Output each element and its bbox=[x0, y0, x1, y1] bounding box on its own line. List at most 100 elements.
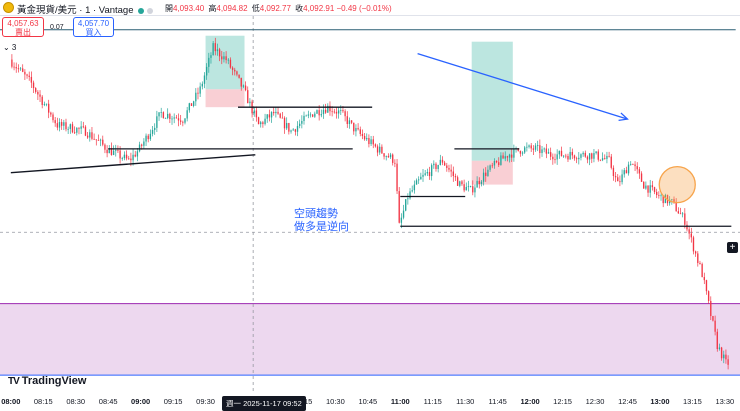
candle bbox=[361, 133, 364, 136]
candle bbox=[409, 191, 411, 199]
candle bbox=[627, 164, 630, 174]
candle bbox=[381, 146, 383, 154]
high-label: 高 bbox=[208, 4, 217, 13]
candle bbox=[24, 71, 26, 75]
price-chart[interactable] bbox=[0, 0, 740, 393]
candle bbox=[147, 135, 149, 140]
candle bbox=[647, 185, 649, 193]
candle bbox=[301, 120, 303, 124]
candle bbox=[234, 69, 236, 72]
candle bbox=[173, 117, 175, 119]
candle bbox=[398, 191, 400, 223]
candle bbox=[99, 139, 102, 141]
candle bbox=[606, 155, 608, 159]
candle bbox=[664, 194, 667, 204]
candle bbox=[190, 103, 193, 106]
candle bbox=[71, 124, 74, 133]
candle bbox=[266, 114, 268, 119]
candle bbox=[465, 186, 467, 191]
candle bbox=[554, 159, 556, 161]
candle bbox=[718, 347, 721, 350]
candle bbox=[52, 114, 54, 121]
candle bbox=[560, 150, 563, 157]
ohlc-values: 開4,093.40 高4,094.82 低4,092.77 收4,092.91 … bbox=[163, 3, 392, 14]
candle bbox=[309, 114, 312, 116]
candle bbox=[305, 115, 307, 117]
candle bbox=[35, 88, 37, 92]
candle bbox=[160, 112, 162, 113]
open-value: 4,093.40 bbox=[173, 4, 205, 13]
candle bbox=[97, 140, 100, 141]
candle bbox=[322, 109, 325, 115]
candle bbox=[164, 118, 167, 119]
candle bbox=[288, 123, 290, 132]
candle bbox=[573, 155, 576, 159]
candle bbox=[255, 110, 258, 118]
candle bbox=[205, 66, 208, 76]
candle bbox=[588, 153, 591, 160]
x-tick-label: 11:30 bbox=[456, 397, 475, 406]
candle bbox=[307, 114, 310, 116]
candle bbox=[723, 354, 725, 359]
x-tick-label: 13:15 bbox=[683, 397, 702, 406]
candle bbox=[448, 167, 450, 170]
candle bbox=[236, 71, 238, 75]
candle bbox=[405, 199, 407, 211]
candle bbox=[58, 122, 61, 128]
x-tick-label: 11:45 bbox=[488, 397, 507, 406]
sell-button[interactable]: 4,057.63 賣出 bbox=[2, 17, 44, 37]
candle bbox=[43, 104, 46, 105]
candle bbox=[82, 126, 84, 128]
long-position-stop-0 bbox=[205, 89, 245, 108]
candle bbox=[314, 113, 316, 117]
candle bbox=[396, 163, 398, 192]
buy-button[interactable]: 4,057.70 買入 bbox=[73, 17, 114, 37]
x-tick-label: 13:00 bbox=[650, 397, 670, 406]
candle bbox=[556, 154, 558, 160]
x-tick-label: 10:30 bbox=[325, 397, 345, 406]
add-alert-plus-icon[interactable]: + bbox=[727, 242, 738, 253]
spread-value: 0.07 bbox=[50, 24, 64, 31]
candle bbox=[283, 117, 286, 129]
long-position-target-1 bbox=[471, 41, 513, 161]
trend-annotation[interactable]: 空頭趨勢 做多是逆向 bbox=[294, 208, 349, 234]
candle bbox=[175, 117, 178, 119]
candle bbox=[270, 111, 273, 118]
candle bbox=[13, 66, 15, 68]
time-axis[interactable]: 08:0008:1508:3008:4509:0009:1509:3009:45… bbox=[0, 393, 740, 411]
candle bbox=[439, 159, 442, 165]
candle bbox=[452, 171, 454, 177]
candle bbox=[169, 113, 171, 120]
candle bbox=[707, 291, 710, 301]
long-position-target-0 bbox=[205, 35, 245, 90]
candle bbox=[182, 121, 184, 123]
candle bbox=[474, 187, 476, 193]
candle bbox=[320, 114, 322, 116]
x-tick-label: 13:30 bbox=[715, 397, 735, 406]
candle bbox=[121, 158, 123, 159]
candle bbox=[480, 181, 483, 185]
candle bbox=[426, 172, 429, 174]
candle bbox=[69, 124, 72, 129]
x-tick-label: 08:00 bbox=[1, 397, 21, 406]
candle bbox=[91, 132, 93, 139]
candle bbox=[500, 155, 502, 165]
candle bbox=[411, 190, 413, 192]
candle bbox=[679, 213, 682, 215]
candle bbox=[697, 253, 699, 263]
tradingview-logo[interactable]: TV TradingView bbox=[8, 375, 86, 387]
candle bbox=[145, 135, 147, 142]
candle bbox=[571, 151, 573, 156]
data-delay-dot bbox=[146, 7, 153, 14]
candle bbox=[216, 49, 219, 52]
candle bbox=[383, 153, 385, 157]
symbol-title[interactable]: 黃金現貨/美元 · 1 · Vantage bbox=[17, 5, 134, 16]
candle bbox=[597, 151, 599, 160]
indicator-toggle[interactable]: ⌄ 3 bbox=[3, 43, 17, 52]
candle bbox=[311, 114, 314, 117]
x-tick-label: 10:45 bbox=[358, 397, 378, 406]
candle bbox=[562, 155, 565, 157]
candle bbox=[699, 262, 701, 264]
candle bbox=[117, 149, 119, 151]
candle bbox=[344, 111, 346, 117]
